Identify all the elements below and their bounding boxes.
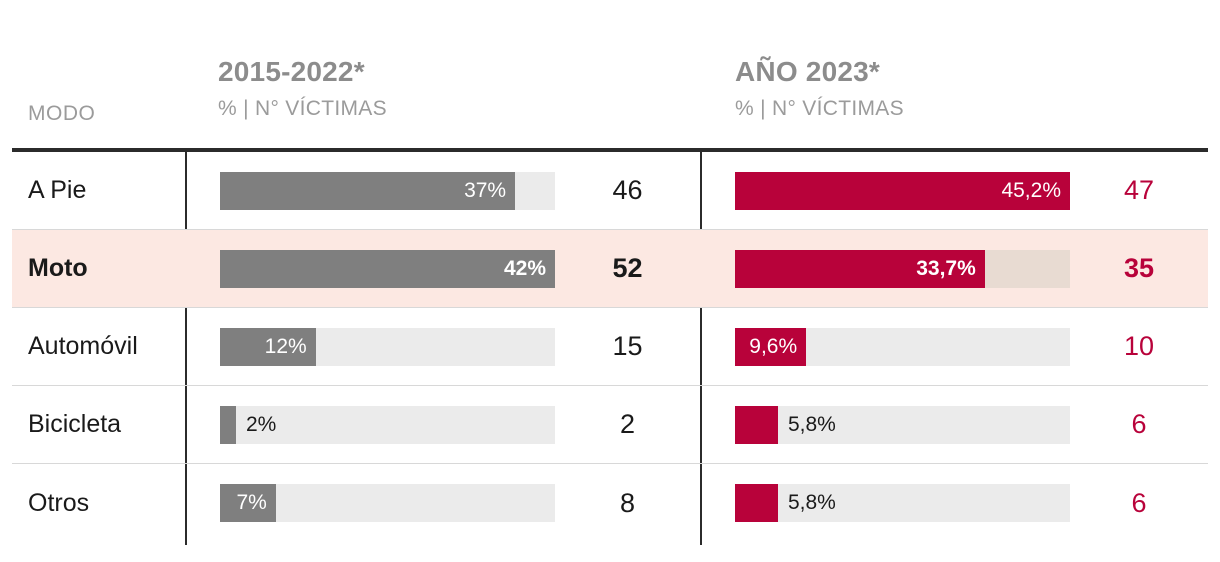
- bar-fill: 9,6%: [735, 327, 807, 366]
- bar-fill: [220, 405, 236, 444]
- bar-track: 5,8%: [735, 484, 1070, 522]
- bar-track: 7%: [220, 484, 555, 522]
- period-2015-2022-header: 2015-2022* % | N° VÍCTIMAS: [218, 56, 387, 121]
- victims-count: 6: [1131, 487, 1147, 518]
- bar-fill: [735, 484, 778, 522]
- column-divider-left: [185, 148, 187, 545]
- victims-count: 15: [612, 331, 643, 361]
- percent-label: 2%: [245, 412, 277, 436]
- bar-track: 12%: [220, 327, 555, 366]
- bar-fill: 33,7%: [735, 249, 985, 288]
- bar-cell-2015-2022: 7% 8: [185, 484, 700, 522]
- victims-count: 35: [1123, 253, 1155, 283]
- victims-count: 6: [1131, 409, 1147, 439]
- mode-label: Bicicleta: [28, 410, 122, 438]
- period-2023-header: AÑO 2023* % | N° VÍCTIMAS: [735, 56, 904, 121]
- header-divider-rule: [12, 148, 1208, 152]
- percent-label: 42%: [503, 256, 546, 280]
- bar-cell-2023: 33,7% 35: [700, 249, 1208, 288]
- percent-label: 7%: [236, 491, 267, 514]
- mode-label: Moto: [28, 254, 88, 282]
- bar-fill: 12%: [220, 327, 316, 366]
- victims-count: 2: [619, 409, 636, 439]
- bar-fill: 7%: [220, 484, 276, 522]
- table-row: Moto 42% 52 33,7% 35: [12, 230, 1208, 308]
- percent-label: 5,8%: [787, 412, 836, 436]
- percent-label: 9,6%: [749, 334, 798, 358]
- percent-label: 45,2%: [1001, 178, 1061, 202]
- bar-fill: 45,2%: [735, 171, 1070, 210]
- bar-track: 2%: [220, 405, 555, 444]
- bar-cell-2015-2022: 37% 46: [185, 171, 700, 210]
- mode-label: Otros: [28, 488, 90, 517]
- mode-label: Automóvil: [28, 332, 138, 360]
- period-2023-subtitle: % | N° VÍCTIMAS: [735, 97, 904, 120]
- mode-column-header: MODO: [28, 102, 96, 125]
- period-2015-2022-subtitle: % | N° VÍCTIMAS: [218, 97, 387, 120]
- bar-cell-2023: 45,2% 47: [700, 171, 1208, 210]
- percent-label: 33,7%: [916, 256, 976, 280]
- bar-track: 9,6%: [735, 327, 1070, 366]
- percent-label: 12%: [264, 334, 307, 358]
- period-2023-title: AÑO 2023*: [735, 56, 880, 87]
- table-row: Bicicleta 2% 2 5,8% 6: [12, 386, 1208, 464]
- victims-count: 10: [1123, 331, 1155, 361]
- bar-cell-2023: 5,8% 6: [700, 405, 1208, 444]
- victims-count: 8: [619, 487, 636, 518]
- table-row: A Pie 37% 46 45,2% 47: [12, 152, 1208, 230]
- bar-track: 45,2%: [735, 171, 1070, 210]
- column-divider-right: [700, 148, 702, 545]
- bar-cell-2023: 9,6% 10: [700, 327, 1208, 366]
- percent-label: 5,8%: [787, 491, 836, 514]
- victims-count: 46: [612, 175, 643, 205]
- victims-count: 52: [612, 253, 643, 283]
- mode-label: A Pie: [28, 176, 87, 204]
- bar-fill: 37%: [220, 171, 516, 210]
- bar-fill: [735, 405, 778, 444]
- period-2015-2022-title: 2015-2022*: [218, 56, 365, 87]
- bar-track: 37%: [220, 171, 555, 210]
- table-row: Automóvil 12% 15 9,6% 10: [12, 308, 1208, 386]
- table-row: Otros 7% 8 5,8% 6: [12, 464, 1208, 542]
- percent-label: 37%: [464, 178, 507, 202]
- bar-cell-2015-2022: 2% 2: [185, 405, 700, 444]
- victims-count: 47: [1123, 175, 1155, 205]
- table-body: A Pie 37% 46 45,2% 47 Moto 4: [12, 152, 1208, 542]
- bar-fill: 42%: [220, 249, 555, 288]
- bar-track: 5,8%: [735, 405, 1070, 444]
- bar-track: 42%: [220, 249, 555, 288]
- bar-cell-2015-2022: 42% 52: [185, 249, 700, 288]
- bar-track: 33,7%: [735, 249, 1070, 288]
- bar-cell-2015-2022: 12% 15: [185, 327, 700, 366]
- bar-cell-2023: 5,8% 6: [700, 484, 1208, 522]
